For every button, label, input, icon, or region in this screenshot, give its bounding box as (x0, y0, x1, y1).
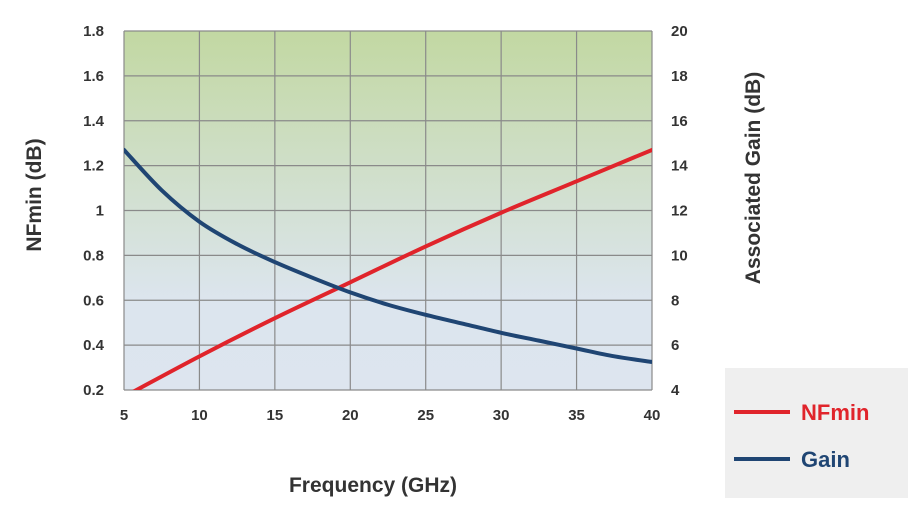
x-tick-label: 40 (644, 407, 661, 424)
right-y-tick-label: 12 (671, 203, 688, 220)
legend-label-nfmin: NFmin (801, 400, 869, 425)
series-line-gain (124, 147, 652, 364)
x-tick-label: 5 (120, 407, 128, 424)
legend-box (725, 368, 908, 498)
right-y-axis-title: Associated Gain (dB) (742, 72, 765, 284)
x-tick-label: 15 (267, 407, 284, 424)
x-tick-label: 25 (417, 407, 434, 424)
legend: NFmin Gain (725, 368, 908, 498)
left-y-tick-label: 0.8 (83, 247, 104, 264)
left-y-tick-label: 0.2 (83, 382, 104, 399)
left-y-tick-label: 1 (96, 203, 104, 220)
right-y-tick-label: 18 (671, 68, 688, 85)
x-tick-label: 30 (493, 407, 510, 424)
right-y-axis-ticks: 4 6 8 10 12 14 16 18 20 (671, 23, 688, 399)
left-y-axis-ticks: 0.2 0.4 0.6 0.8 1 1.2 1.4 1.6 1.8 (83, 23, 105, 399)
series-line-nfmin (132, 147, 652, 390)
right-y-tick-label: 8 (671, 292, 679, 309)
right-y-tick-label: 6 (671, 337, 679, 354)
left-y-tick-label: 1.2 (83, 158, 104, 175)
left-y-axis-title: NFmin (dB) (23, 138, 46, 251)
right-y-tick-label: 16 (671, 113, 688, 130)
x-axis-title: Frequency (GHz) (289, 474, 457, 497)
x-tick-label: 35 (568, 407, 585, 424)
left-y-tick-label: 1.4 (83, 113, 105, 130)
x-tick-label: 20 (342, 407, 359, 424)
legend-label-gain: Gain (801, 447, 850, 472)
left-y-tick-label: 0.6 (83, 292, 104, 309)
series-layer (124, 147, 652, 390)
right-y-tick-label: 14 (671, 158, 688, 175)
right-y-tick-label: 10 (671, 247, 688, 264)
right-y-tick-label: 20 (671, 23, 688, 40)
x-axis-ticks: 5 10 15 20 25 30 35 40 (120, 407, 661, 424)
right-y-tick-label: 4 (671, 382, 680, 399)
x-tick-label: 10 (191, 407, 208, 424)
left-y-tick-label: 1.6 (83, 68, 104, 85)
left-y-tick-label: 0.4 (83, 337, 105, 354)
left-y-tick-label: 1.8 (83, 23, 104, 40)
